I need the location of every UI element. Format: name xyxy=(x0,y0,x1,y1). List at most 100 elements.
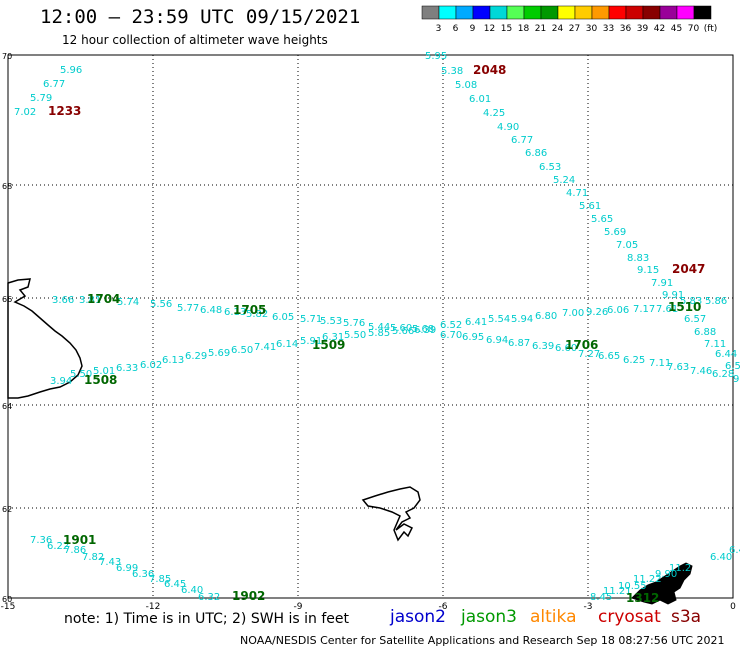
track-time-label: 1508 xyxy=(84,373,117,387)
x-tick-label: -6 xyxy=(439,602,448,612)
wave-height-value: 5.86 xyxy=(705,296,727,307)
satellite-cryosat: cryosat xyxy=(598,607,661,627)
legend-label: 18 xyxy=(518,24,530,34)
wave-height-value: 6.65 xyxy=(598,351,620,362)
legend-swatch xyxy=(625,5,644,20)
track-time-label: 2047 xyxy=(672,262,705,276)
wave-height-value: 7.36 xyxy=(30,535,52,546)
wave-height-value: 5.95 xyxy=(425,51,447,62)
legend-swatch xyxy=(472,5,491,20)
footnote: note: 1) Time is in UTC; 2) SWH is in fe… xyxy=(64,611,350,627)
wave-height-value: 9 xyxy=(733,374,739,385)
wave-height-value: 7.11 xyxy=(649,358,671,369)
legend-swatch xyxy=(693,5,712,20)
wave-height-value: 3.94 xyxy=(50,376,72,387)
wave-height-value: 6.70 xyxy=(440,330,462,341)
altimeter-tracks: 5.96 6.77 5.79 7.02 1233 5.95 5.38 5.08 6.01 4.25… xyxy=(14,51,740,605)
track-time-label: 1706 xyxy=(565,338,598,352)
legend-label: 36 xyxy=(620,24,632,34)
legend-label: 3 xyxy=(436,24,442,34)
legend-swatch xyxy=(557,5,576,20)
legend-label: 39 xyxy=(637,24,649,34)
wave-height-value: 6.40 xyxy=(181,585,203,596)
legend-label: 12 xyxy=(484,24,495,34)
wave-height-value: 7.27 xyxy=(578,349,600,360)
wave-height-value: 9.91 xyxy=(662,290,684,301)
wave-height-value: 6.4 xyxy=(729,545,740,556)
wave-height-value: 5.60 xyxy=(390,323,412,334)
track-time-label: 1509 xyxy=(312,338,345,352)
wave-height-value: 5.82 xyxy=(246,309,268,320)
wave-height-value: 9.90 xyxy=(655,569,677,580)
wave-height-value: 7.43 xyxy=(99,557,121,568)
wave-height-value: 5.69 xyxy=(208,348,230,359)
legend-swatch xyxy=(489,5,508,20)
wave-height-value: 6.57 xyxy=(684,314,706,325)
legend-label: 27 xyxy=(569,24,580,34)
wave-height-value: 6.88 xyxy=(694,327,716,338)
legend-label: 70 xyxy=(688,24,700,34)
wave-height-value: 6.39 xyxy=(414,325,436,336)
wave-height-value: 6.77 xyxy=(511,135,533,146)
wave-height-value: 7.02 xyxy=(14,107,36,118)
wave-height-value: 8.83 xyxy=(627,253,649,264)
wave-height-value: 11.2 xyxy=(669,563,691,574)
legend-swatch xyxy=(540,5,559,20)
wave-height-value: 7.41 xyxy=(254,342,276,353)
wave-height-value: 7.86 xyxy=(64,545,86,556)
wave-height-value: 6.41 xyxy=(465,317,487,328)
wave-height-value: 6.77 xyxy=(43,79,65,90)
legend-swatch xyxy=(506,5,525,20)
page-subtitle: 12 hour collection of altimeter wave hei… xyxy=(62,33,328,47)
wave-height-value: 6.14 xyxy=(276,339,298,350)
x-tick-label: -3 xyxy=(584,602,593,612)
shetland-islands xyxy=(631,562,693,605)
y-tick-label: 62 xyxy=(2,505,12,514)
wave-height-value: 5.54 xyxy=(488,314,510,325)
wave-height-value: 7.82 xyxy=(82,552,104,563)
wave-height-value: 9.15 xyxy=(637,265,659,276)
wave-height-value: 5.96 xyxy=(60,65,82,76)
wave-height-value: 7.85 xyxy=(149,574,171,585)
wave-height-value: 6.86 xyxy=(525,148,547,159)
wave-height-value: 6.29 xyxy=(185,351,207,362)
wave-height-value: 4.25 xyxy=(483,108,505,119)
track-1510: 6.57 6.887.116.446.55 9 1510 xyxy=(668,300,740,385)
wave-height-value: 5.44 xyxy=(368,322,390,333)
track-time-label: 1510 xyxy=(668,300,701,314)
wave-height-value: 7.11 xyxy=(704,339,726,350)
wave-height-value: 5.71 xyxy=(300,314,322,325)
y-tick-label: 64 xyxy=(2,402,12,411)
wave-height-value: 10.55 xyxy=(618,581,647,592)
wave-height-value: 7.05 xyxy=(616,240,638,251)
legend-swatch xyxy=(523,5,542,20)
wave-height-value: 6.60 xyxy=(555,343,577,354)
wave-height-value: 6.95 xyxy=(462,332,484,343)
wave-height-value: 6.50 xyxy=(231,345,253,356)
x-tick-label: -15 xyxy=(1,602,16,612)
track-1902: 1902 xyxy=(232,589,265,603)
wave-height-value: 5.65 xyxy=(591,214,613,225)
faroe-islands xyxy=(361,486,421,542)
legend-label: 30 xyxy=(586,24,598,34)
legend-swatch xyxy=(438,5,457,20)
wave-height-value: 7.91 xyxy=(651,278,673,289)
legend-swatch xyxy=(676,5,695,20)
wave-height-value: 7.61 xyxy=(656,304,678,315)
y-tick-label: 66 xyxy=(2,295,12,304)
color-legend: 3 6 9 12 15 18 21 24 27 30 33 36 39 42 45 70 (ft) xyxy=(421,5,717,34)
legend-swatch xyxy=(642,5,661,20)
track-time-label: 1233 xyxy=(48,104,81,118)
wave-height-value: 6.28 xyxy=(712,369,734,380)
legend-swatch xyxy=(574,5,593,20)
track-1509: 6.31 5.50 5.85 5.66 6.39 6.70 6.95 6.94 6.87 6.39… xyxy=(312,325,577,354)
satellite-jason3: jason3 xyxy=(461,607,517,627)
legend-label: 33 xyxy=(603,24,614,34)
wave-height-value: 7.46 xyxy=(690,366,712,377)
satellite-jason2: jason2 xyxy=(390,607,446,627)
y-tick-label: 70 xyxy=(2,52,12,61)
wave-height-value: 4.90 xyxy=(497,122,519,133)
wave-height-value: 6.22 xyxy=(47,541,69,552)
wave-height-value: 5.38 xyxy=(441,66,463,77)
